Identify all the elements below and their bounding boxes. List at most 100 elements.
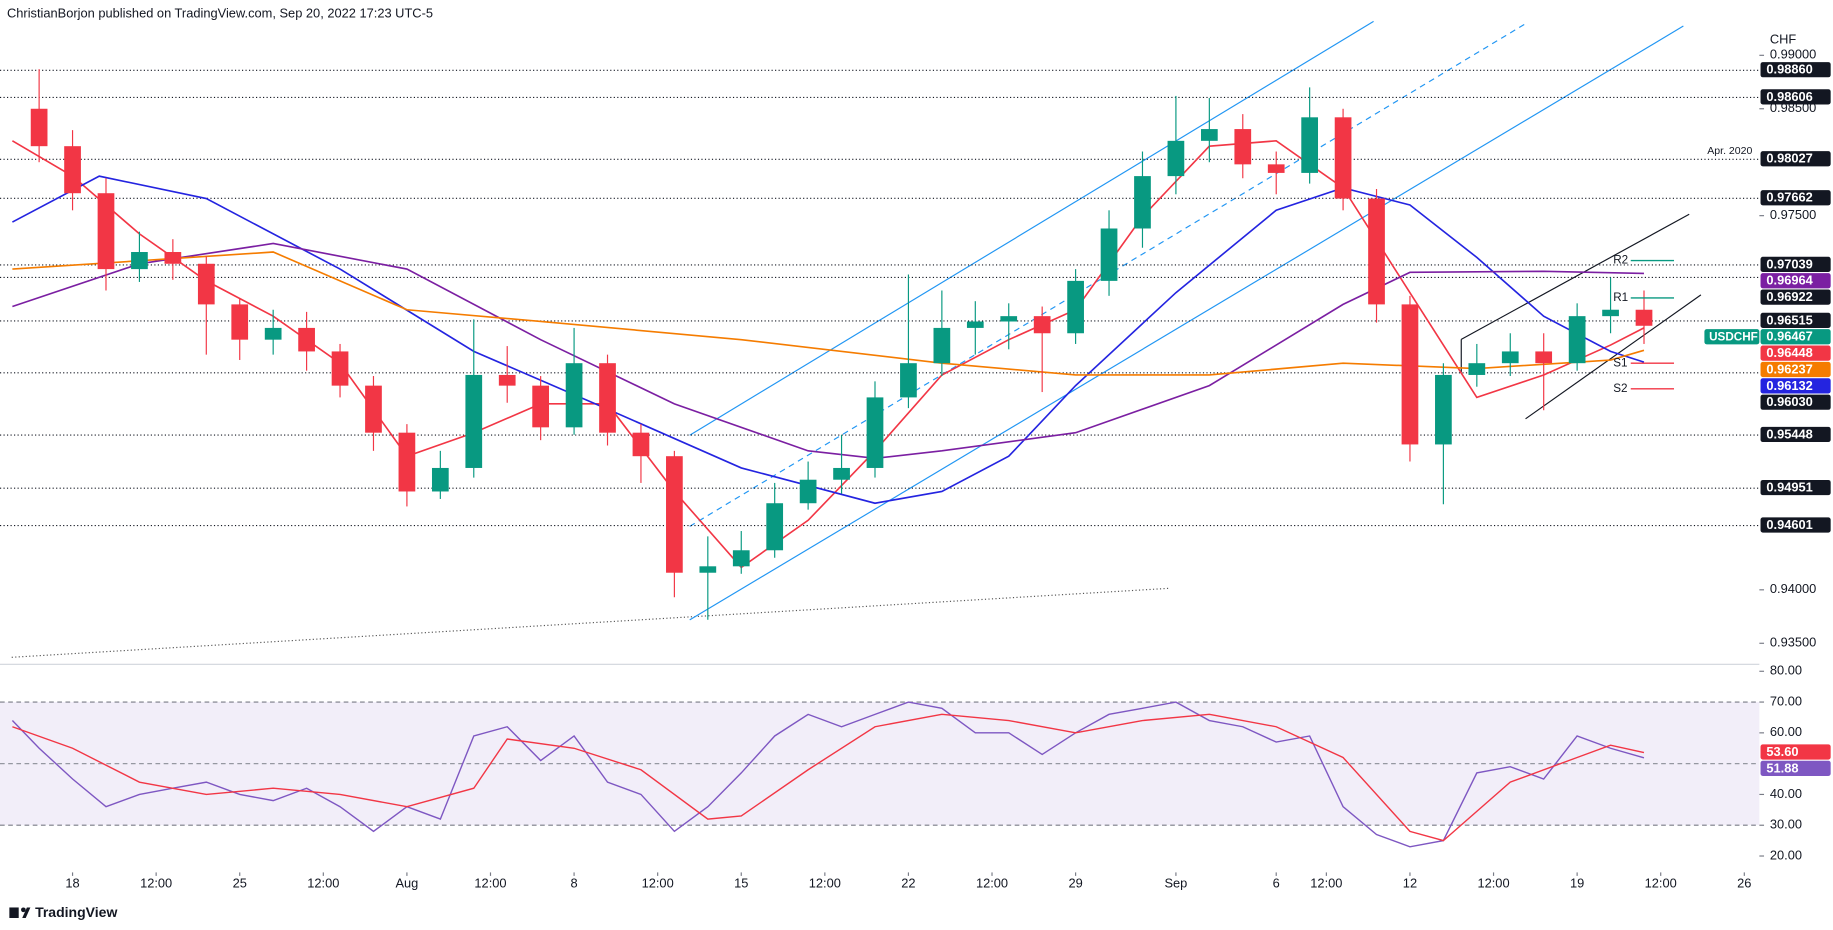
candle-body xyxy=(766,503,784,551)
pivot-label: R2 xyxy=(1613,254,1628,267)
candle-body xyxy=(498,374,516,386)
x-tick-label: 12:00 xyxy=(642,875,674,890)
candle-body xyxy=(30,108,48,147)
x-tick-label: 25 xyxy=(233,875,247,890)
currency: CHF xyxy=(1770,31,1797,46)
price-badge xyxy=(1760,361,1831,378)
x-tick-label: 12:00 xyxy=(1645,875,1677,890)
x-tick-label: 12:00 xyxy=(976,875,1008,890)
price-badge-label: 0.96030 xyxy=(1766,394,1812,409)
channel-line xyxy=(1525,294,1702,420)
pivot-label: S2 xyxy=(1613,382,1627,395)
logo-mark xyxy=(21,907,26,913)
candle-body xyxy=(1435,374,1452,445)
candle-body xyxy=(131,252,148,270)
price-badge-label: 0.95448 xyxy=(1766,426,1812,441)
candle-body xyxy=(799,479,817,504)
rsi-tick-label: 20.00 xyxy=(1770,847,1802,862)
candle-body xyxy=(1301,117,1319,173)
price-badge xyxy=(1760,312,1831,328)
candle-body xyxy=(699,566,717,573)
x-tick-label: 12:00 xyxy=(809,875,841,890)
price-badge-label: 0.98606 xyxy=(1766,89,1812,104)
moving-average xyxy=(12,251,1645,376)
y-tick-label: 0.99000 xyxy=(1770,47,1816,62)
candle-body xyxy=(431,467,449,492)
moving-average xyxy=(12,175,1645,505)
candle-body xyxy=(1635,309,1653,326)
trend-line xyxy=(11,587,1170,658)
price-badge-label: 0.96132 xyxy=(1766,378,1812,393)
x-tick-label: 15 xyxy=(734,875,748,890)
symbol-badge xyxy=(1704,329,1760,345)
price-badge-label: 0.94601 xyxy=(1766,517,1812,532)
candle-body xyxy=(164,252,182,264)
price-badge xyxy=(1760,426,1831,443)
pivot-label: R1 xyxy=(1613,291,1628,304)
candle-body xyxy=(866,397,884,468)
channel-line xyxy=(689,25,1684,621)
rsi-tick-label: 30.00 xyxy=(1770,817,1802,832)
candle-body xyxy=(1033,316,1051,334)
price-badge xyxy=(1760,345,1831,361)
price-badge-label: 0.97039 xyxy=(1766,256,1812,271)
candle-body xyxy=(933,327,951,364)
candle-body xyxy=(1334,117,1352,199)
x-tick-label: 22 xyxy=(901,875,915,890)
x-tick-label: Aug xyxy=(395,875,418,890)
candle-body xyxy=(1267,164,1285,173)
price-badge xyxy=(1760,289,1831,305)
candle-body xyxy=(966,321,984,328)
candle-body xyxy=(1100,228,1118,281)
price-badge-label: 0.96964 xyxy=(1766,273,1813,288)
price-badge xyxy=(1760,744,1831,760)
x-tick-label: 29 xyxy=(1068,875,1082,890)
x-tick-label: 12:00 xyxy=(1477,875,1509,890)
candle-body xyxy=(1067,280,1084,334)
y-tick-label: 0.93500 xyxy=(1770,635,1816,650)
candle-body xyxy=(231,304,249,340)
candle-body xyxy=(197,263,215,305)
rsi-line xyxy=(12,713,1645,842)
footer: TradingView xyxy=(35,904,117,920)
candle-body xyxy=(632,432,650,457)
candle-body xyxy=(1368,198,1385,305)
candle-body xyxy=(900,363,917,398)
candle-body xyxy=(1134,176,1151,229)
price-badge-label: 0.98860 xyxy=(1766,62,1812,77)
candle-body xyxy=(1568,316,1586,364)
symbol-label: USDCHF xyxy=(1709,330,1758,343)
price-badge-label: 0.96448 xyxy=(1766,345,1812,360)
candle-body xyxy=(331,351,349,386)
candle-body xyxy=(1234,129,1252,165)
x-tick-label: 12 xyxy=(1403,875,1417,890)
x-tick-label: 12:00 xyxy=(307,875,339,890)
candle-body xyxy=(1501,351,1519,364)
price-badge xyxy=(1760,517,1831,533)
candle-body xyxy=(1602,309,1619,317)
x-tick-label: 8 xyxy=(571,875,578,890)
candle-body xyxy=(365,385,382,433)
candle-body xyxy=(732,550,750,567)
rsi-tick-label: 60.00 xyxy=(1770,724,1802,739)
price-badge xyxy=(1760,394,1831,410)
level-note: Apr. 2020 xyxy=(1707,145,1752,157)
y-tick-label: 0.97500 xyxy=(1770,207,1816,222)
pivot-label: S1 xyxy=(1613,356,1627,369)
price-badge-label: 51.88 xyxy=(1766,760,1798,775)
price-badge-label: 0.96467 xyxy=(1766,329,1812,344)
price-badge-label: 0.94951 xyxy=(1766,480,1812,495)
logo-mark xyxy=(22,907,31,918)
price-badge xyxy=(1760,378,1831,394)
rsi-tick-label: 70.00 xyxy=(1770,693,1802,708)
candle-body xyxy=(398,432,416,492)
price-badge-label: 53.60 xyxy=(1766,744,1798,759)
price-badge-label: 0.96237 xyxy=(1766,361,1812,376)
price-badge xyxy=(1760,256,1831,272)
footer-logo: TradingView xyxy=(9,904,117,920)
price-badge xyxy=(1760,760,1831,776)
x-tick-label: 19 xyxy=(1570,875,1584,890)
